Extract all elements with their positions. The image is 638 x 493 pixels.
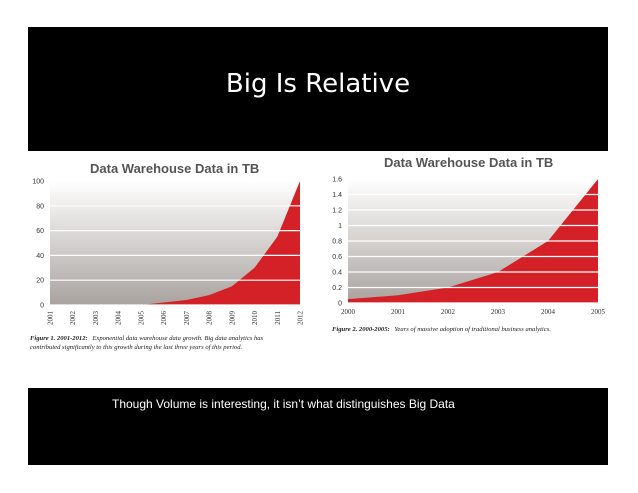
chart-1-xtick-label: 2009 [228, 311, 236, 326]
chart-1-xtick-label: 2004 [115, 311, 123, 326]
chart-1-xtick-label: 2006 [160, 311, 168, 326]
chart-1-caption-line1: Figure 1. 2001-2012: Exponential data wa… [30, 335, 264, 342]
chart-1-xtick-label: 2003 [92, 311, 100, 326]
chart-1-ytick-label: 80 [36, 203, 44, 210]
chart-2-ytick-label: 1.6 [332, 177, 342, 184]
chart-2-ytick-label: 0.8 [332, 239, 342, 246]
chart-1-caption-text: Exponential data warehouse data growth. … [91, 335, 263, 342]
chart-1-xtick-label: 2002 [69, 311, 77, 326]
chart-1-xtick-label: 2007 [183, 311, 191, 326]
figure-band: Data Warehouse Data in TB 0 20 40 60 80 100 2… [28, 151, 608, 388]
chart-1-caption-label: Figure 1. 2001-2012: [30, 335, 88, 342]
chart-2-caption-line1: Figure 2. 2000-2005: Years of massive ad… [332, 326, 551, 333]
chart-1-ytick-label: 60 [36, 228, 44, 235]
chart-1-xtick-label: 2001 [47, 311, 55, 326]
chart-2-title: Data Warehouse Data in TB [384, 155, 553, 170]
chart-2-ytick-label: 0 [338, 301, 342, 308]
slide: Big Is Relative Data Warehouse Data in T… [28, 27, 608, 465]
chart-1-title: Data Warehouse Data in TB [90, 161, 259, 176]
chart-2-ytick-label: 1.4 [332, 192, 342, 199]
chart-1-xtick-label: 2005 [137, 311, 145, 326]
chart-2-ytick-label: 0.2 [332, 285, 342, 292]
chart-1-ytick-label: 40 [36, 253, 44, 260]
slide-title: Big Is Relative [225, 69, 411, 99]
chart-1-area [50, 181, 300, 305]
chart-2-ytick-label: 1 [338, 223, 342, 230]
chart-2-xtick-label: 2000 [341, 308, 356, 316]
chart-2-xtick-label: 2002 [441, 308, 456, 316]
chart-2-ytick-label: 1.2 [332, 208, 342, 215]
chart-2-xtick-label: 2005 [591, 308, 606, 316]
chart-1-xtick-label: 2008 [206, 311, 214, 326]
chart-1-ytick-label: 20 [36, 278, 44, 285]
chart-1-ytick-label: 100 [32, 179, 44, 186]
chart-1-caption-line2: contributed significantly to this growth… [30, 344, 243, 351]
chart-1-xtick-label: 2011 [274, 311, 282, 325]
chart-1-xtick-label: 2010 [251, 311, 259, 326]
chart-2-ytick-label: 0.6 [332, 254, 342, 261]
slide-subtitle: Though Volume is interesting, it isn’t w… [112, 397, 455, 411]
chart-2: Data Warehouse Data in TB 0 0.2 0.4 0.6 0.8 1… [332, 155, 606, 333]
chart-2-xtick-label: 2001 [391, 308, 406, 316]
chart-2-ytick-label: 0.4 [332, 270, 342, 277]
chart-1-ytick-label: 0 [40, 303, 44, 310]
chart-2-caption-text: Years of massive adoption of traditional… [394, 326, 551, 333]
chart-2-xtick-label: 2003 [491, 308, 506, 316]
chart-1-xtick-label: 2012 [297, 311, 305, 326]
chart-2-caption-label: Figure 2. 2000-2005: [332, 326, 390, 333]
chart-2-xtick-label: 2004 [541, 308, 556, 316]
chart-1: Data Warehouse Data in TB 0 20 40 60 80 100 2… [30, 161, 305, 351]
